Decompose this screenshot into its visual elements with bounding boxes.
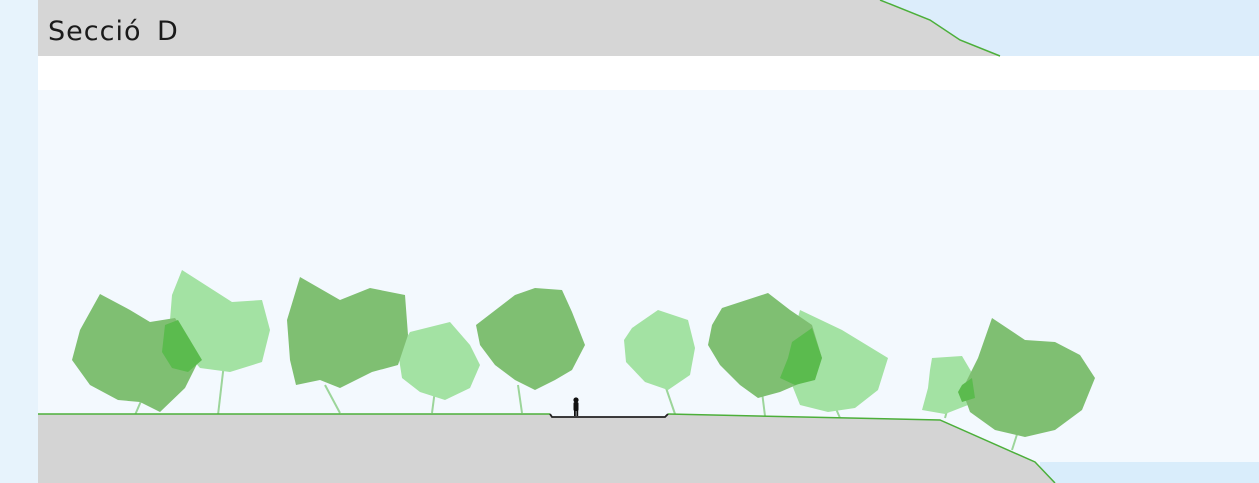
section-title: Secció D: [48, 16, 179, 47]
ground-section: [38, 414, 1055, 483]
ground-line-right: [667, 413, 1056, 483]
sky-right-band: [1040, 462, 1259, 483]
tree-overlap-1: [162, 320, 202, 372]
tree-overlap-3: [958, 378, 975, 402]
tree-overlap-2: [780, 328, 822, 385]
tree-6-light: [624, 310, 695, 390]
tree-2-light: [170, 270, 270, 372]
tree-10-dark: [962, 318, 1095, 437]
previous-ground-line: [879, 0, 1001, 57]
left-sky-edge: [0, 0, 38, 483]
person-figure: [573, 397, 579, 416]
tree-4-light: [398, 322, 480, 400]
previous-ground: [38, 0, 1000, 56]
tree-1-dark: [72, 294, 198, 412]
tree-5-dark: [476, 288, 585, 390]
trees: [72, 270, 1095, 451]
tree-3-dark: [287, 277, 408, 388]
path-surface: [549, 413, 669, 418]
